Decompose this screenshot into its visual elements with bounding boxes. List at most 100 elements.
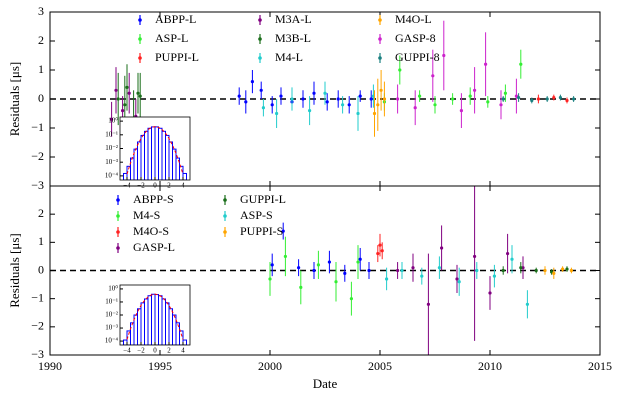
- point: [261, 106, 265, 110]
- x-tick-label: 2005: [368, 359, 392, 373]
- y-tick-label: −3: [31, 347, 44, 361]
- point: [268, 277, 272, 281]
- point: [369, 97, 373, 101]
- inset-y-tick-label: 10⁻¹: [105, 130, 118, 138]
- point: [347, 103, 351, 107]
- point: [385, 277, 389, 281]
- point: [418, 94, 422, 98]
- y-tick-label: −1: [31, 120, 44, 134]
- point: [290, 97, 294, 101]
- legend-swatch: [258, 37, 262, 41]
- x-tick-label: 1990: [38, 359, 62, 373]
- point: [521, 266, 525, 270]
- point: [396, 97, 400, 101]
- point: [433, 103, 437, 107]
- legend-swatch: [223, 214, 227, 218]
- point: [378, 243, 382, 247]
- point: [358, 94, 362, 98]
- point: [473, 254, 477, 259]
- legend-swatch: [116, 198, 120, 202]
- point: [341, 103, 345, 107]
- point: [534, 268, 538, 273]
- y-tick-label: 3: [38, 4, 44, 18]
- point: [343, 271, 347, 275]
- legend-label: M3A-L: [275, 12, 312, 26]
- legend-swatch: [116, 214, 120, 218]
- legend-label: ASP-L: [155, 31, 188, 45]
- y-tick-label: 0: [38, 262, 44, 276]
- inset-frame: [119, 284, 191, 346]
- point: [356, 111, 360, 116]
- point: [244, 100, 248, 104]
- x-tick-label: 2015: [588, 359, 612, 373]
- point: [281, 229, 285, 233]
- legend-swatch: [116, 246, 120, 250]
- point: [382, 97, 386, 101]
- inset-y-tick-label: 10⁻²: [105, 144, 118, 152]
- y-tick-label: −2: [31, 319, 44, 333]
- legend-label: ABPP-S: [133, 192, 174, 206]
- point: [499, 103, 503, 107]
- y-tick-label: 2: [38, 206, 44, 220]
- point: [519, 266, 523, 270]
- point: [506, 252, 510, 256]
- point: [136, 91, 140, 95]
- point: [376, 252, 380, 256]
- point: [455, 277, 459, 281]
- point: [486, 100, 490, 104]
- point: [380, 249, 384, 253]
- point: [426, 302, 430, 306]
- point: [519, 62, 523, 66]
- point: [138, 94, 142, 98]
- point: [565, 267, 569, 271]
- model-curve: [126, 126, 184, 175]
- point: [561, 267, 565, 271]
- point: [503, 91, 507, 95]
- point: [123, 103, 127, 107]
- y-tick-label: −3: [31, 178, 44, 192]
- point: [297, 266, 301, 270]
- point: [334, 280, 338, 284]
- point: [530, 98, 534, 103]
- y-tick-label: 2: [38, 33, 44, 47]
- inset-x-tick-label: 0: [153, 347, 157, 355]
- point: [379, 88, 383, 92]
- inset-y-tick-label: 10⁻³: [105, 324, 118, 332]
- legend-label: GUPPI-L: [240, 192, 286, 206]
- point: [565, 98, 569, 103]
- legend-swatch: [138, 56, 142, 60]
- y-tick-label: 1: [38, 234, 44, 248]
- point: [308, 109, 312, 113]
- point: [457, 280, 461, 284]
- point: [336, 97, 340, 101]
- point: [312, 91, 316, 95]
- point: [525, 302, 530, 306]
- inset-y-tick-label: 10⁻⁴: [105, 337, 119, 345]
- point: [358, 257, 362, 261]
- legend-swatch: [258, 56, 262, 60]
- point: [325, 100, 329, 104]
- point: [367, 268, 371, 273]
- point: [501, 268, 505, 273]
- point: [396, 268, 400, 273]
- inset-y-tick-label: 10⁰: [108, 117, 118, 125]
- point: [376, 103, 380, 107]
- point: [569, 268, 574, 273]
- legend-swatch: [138, 37, 142, 41]
- legend-swatch: [138, 18, 142, 22]
- inset-group: [123, 126, 187, 180]
- point: [398, 68, 402, 72]
- point: [312, 268, 316, 273]
- point: [411, 266, 415, 270]
- point: [275, 111, 279, 116]
- y-tick-label: 1: [38, 62, 44, 76]
- legend-label: GASP-8: [395, 31, 436, 45]
- point: [420, 274, 424, 278]
- point: [250, 80, 254, 84]
- point: [110, 117, 114, 121]
- y-tick-label: −1: [31, 290, 44, 304]
- point: [431, 74, 435, 78]
- x-tick-label: 1995: [148, 359, 172, 373]
- point: [316, 263, 320, 267]
